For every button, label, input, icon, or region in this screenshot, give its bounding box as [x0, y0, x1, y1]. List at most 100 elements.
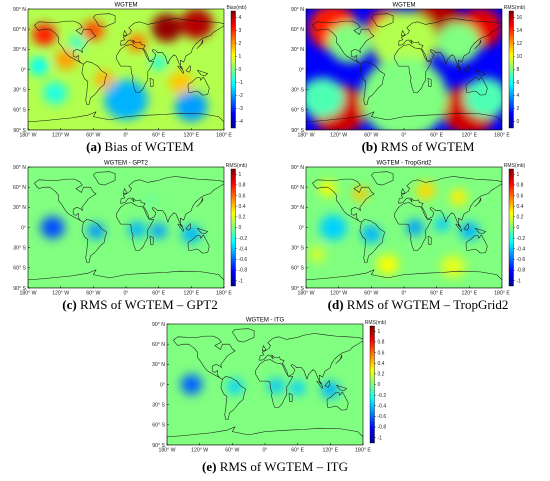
coastline [474, 197, 482, 207]
anomaly-blob [226, 378, 244, 395]
anomaly-blob [308, 246, 326, 263]
anomaly-blob [40, 216, 65, 239]
anomaly-blob [434, 217, 450, 232]
coastline [93, 171, 116, 186]
lat-tick-label: 60° S [291, 108, 304, 114]
coastline [398, 176, 502, 228]
anomaly-blob [150, 223, 167, 239]
colorbar-tick-label: 4 [239, 15, 242, 21]
colorbar-tick-label: 0 [239, 67, 242, 73]
lon-tick-label: 180° W [158, 448, 175, 454]
lat-tick-label: 90° N [13, 165, 26, 171]
anomaly-blob [180, 9, 214, 39]
lat-tick-label: 30° N [291, 47, 304, 53]
lat-tick-label: 30° N [13, 47, 26, 53]
colorbar-tick-label: -2 [239, 93, 244, 99]
anomaly-blob [87, 222, 105, 239]
colorbar-tick-label: 3 [239, 28, 242, 34]
colorbar-tick-label: 4 [517, 93, 520, 99]
anomaly-blob [128, 221, 146, 238]
colorbar-tick-label: 0.8 [239, 183, 246, 189]
coastline [359, 61, 386, 105]
lon-tick-label: 0° [124, 291, 129, 297]
colorbar-tick-label: -1 [378, 435, 383, 441]
coastline [463, 65, 470, 73]
colorbar-tick-label: -1 [239, 80, 244, 86]
colorbar-tick-label: -0.8 [517, 268, 526, 274]
coastline [401, 30, 406, 37]
coastline [427, 235, 432, 245]
lon-tick-label: 180° E [355, 448, 371, 454]
colorbar-tick-label: -0.2 [378, 393, 387, 399]
lat-tick-label: 60° N [291, 27, 304, 33]
lat-tick-label: 60° N [13, 185, 26, 191]
anomaly-blob [449, 189, 468, 206]
colorbar-label-e: RMS(mb) [365, 320, 387, 326]
lon-tick-label: 120° E [184, 133, 200, 139]
lon-tick-label: 120° E [184, 291, 200, 297]
colorbar-label-a: Bias(mb) [226, 5, 246, 11]
coastline [173, 335, 236, 380]
lon-tick-label: 60° W [364, 291, 378, 297]
field-d [306, 167, 502, 288]
lat-tick-label: 90° N [291, 7, 304, 13]
coastline [185, 65, 192, 73]
lon-tick-label: 120° E [323, 448, 339, 454]
coastline [465, 76, 488, 96]
lat-tick-label: 30° S [13, 245, 26, 251]
colorbar-tick-label: 10 [517, 54, 523, 60]
colorbar-tick-label: -0.4 [517, 246, 526, 252]
coastline [359, 219, 386, 263]
coastline [81, 219, 108, 263]
lat-tick-label: 90° N [13, 7, 26, 13]
anomaly-blob [94, 70, 115, 89]
lat-tick-label: 60° S [152, 423, 165, 429]
panel-c: WGTEM - GPT2 90° N 60° N 30° N 0° 30° S 60° S 9… [0, 158, 272, 298]
map-title-c: WGTEM - GPT2 [104, 161, 149, 167]
colorbar-tick-label: -0.2 [517, 236, 526, 242]
lon-tick-label: 60° E [152, 291, 165, 297]
colorbar-tick-label: -0.8 [239, 268, 248, 274]
anomaly-blob [32, 23, 57, 46]
coastline [28, 111, 224, 130]
coastline [255, 359, 294, 408]
lat-tick-label: 30° S [152, 402, 165, 408]
anomaly-blob [415, 181, 436, 200]
colorbar-a [230, 10, 236, 129]
colorbar-tick-label: -0.6 [239, 257, 248, 263]
caption-c: (c) RMS of WGTEM – GPT2 [10, 297, 270, 313]
coastline [116, 202, 155, 251]
colorbar-label-d: RMS(mb) [504, 163, 526, 169]
coastline [326, 391, 349, 411]
colorbar-tick-label: 1 [517, 172, 520, 178]
colorbar-tick-label: 8 [517, 67, 520, 73]
lon-tick-label: 180° W [297, 133, 314, 139]
caption-letter-e: (e) [202, 459, 217, 474]
anomaly-blob [441, 255, 465, 278]
coastline [306, 111, 502, 130]
colorbar-tick-label: 16 [517, 15, 523, 21]
lon-tick-label: 120° W [52, 133, 69, 139]
lon-tick-label: 60° E [430, 133, 443, 139]
colorbar-tick-label: 0.8 [378, 340, 385, 346]
lon-tick-label: 60° W [86, 291, 100, 297]
coastline [335, 354, 343, 364]
lon-tick-label: 120° W [52, 291, 69, 297]
lon-tick-label: 180° W [297, 291, 314, 297]
anomaly-blob [146, 196, 155, 205]
coastline [262, 345, 267, 352]
lat-tick-label: 60° N [152, 342, 165, 348]
colorbar-tick-label: 0.2 [239, 215, 246, 221]
lat-tick-label: 0° [160, 382, 165, 388]
lat-tick-label: 0° [21, 67, 26, 73]
colorbar-tick-label: -0.6 [378, 414, 387, 420]
colorbar-tick-label: -4 [239, 119, 244, 125]
coastline [474, 39, 482, 49]
lon-tick-label: 60° W [225, 448, 239, 454]
coastline [197, 227, 208, 234]
coastline [93, 13, 116, 28]
map-title-b: WGTEM [393, 3, 416, 9]
lon-tick-label: 120° W [330, 133, 347, 139]
anomaly-blob [406, 219, 424, 236]
coastline [196, 197, 204, 207]
